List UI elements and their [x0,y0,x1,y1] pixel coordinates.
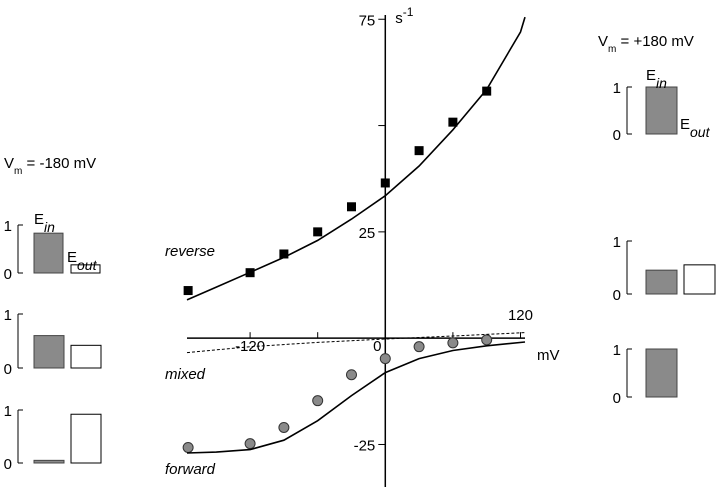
inset-tick-label: 1 [4,403,12,420]
inset-title: Vm = -180 mV [4,155,96,177]
bar [70,413,102,464]
x-tick-label: 120 [508,307,533,324]
bar-label: Ein [646,67,667,91]
inset-title-part: V [4,155,14,172]
inset-tick-label: 0 [613,390,621,407]
circle-point [244,438,256,450]
inset-title-part: m [608,44,616,55]
curve [186,16,526,301]
square-point [313,227,323,237]
inset-tick-label: 0 [4,456,12,473]
square-point [448,117,458,127]
bar [645,269,678,295]
bar-label-part: out [690,124,711,140]
inset-tick-label: 0 [613,287,621,304]
x-tick-label: 0 [373,338,381,355]
x-tick-label: -120 [235,338,265,355]
circle-point [413,341,425,353]
bar-label: Eout [67,249,98,273]
circle-point [182,441,194,453]
inset-title: Vm = +180 mV [598,33,694,55]
bar [33,459,65,464]
y-tick-label: 75 [359,12,376,29]
bar-label-part: out [77,257,98,273]
inset-tick-label: 1 [613,80,621,97]
bar-label-part: in [44,219,55,235]
y-tick-label: -25 [354,437,376,454]
square-point [346,202,356,212]
inset-tick-label: 1 [613,234,621,251]
inset-tick-label: 0 [4,266,12,283]
bar-label-part: E [646,67,656,84]
curve [186,332,526,354]
curve [186,341,526,454]
bar-label-part: E [680,116,690,133]
bar-label-part: in [656,75,667,91]
inset-title-part: m [14,166,22,177]
circle-point [278,421,290,433]
bar [645,348,678,398]
inset-tick-label: 1 [4,307,12,324]
square-point [380,178,390,188]
bar [683,264,716,295]
bar [70,264,101,274]
bar-label: Eout [680,116,711,140]
bar [33,232,64,274]
circle-point [312,395,324,407]
bar-label-part: E [34,211,44,228]
bar [70,344,102,369]
circle-point [345,369,357,381]
inset-tick-label: 0 [4,361,12,378]
y-axis-label: s-1 [395,5,413,27]
inset-tick-label: 0 [613,127,621,144]
curve-label: mixed [165,366,206,383]
circle-point [447,337,459,349]
x-axis-label: mV [537,347,560,364]
inset-title-part: = +180 mV [616,33,694,50]
bar-label: Ein [34,211,55,235]
square-point [414,146,424,156]
inset-title-part: V [598,33,608,50]
curve-label: forward [165,461,216,478]
y-axis-label-part: s [395,10,403,27]
y-tick-label: 25 [359,225,376,242]
circle-point [481,334,493,346]
bar [645,86,678,135]
bar [33,335,65,369]
y-axis-label-part: -1 [403,5,414,19]
inset-title-part: = -180 mV [22,155,96,172]
bar-label-part: E [67,249,77,266]
square-point [482,86,492,96]
curve-label: reverse [165,243,215,260]
square-point [183,286,193,296]
inset-tick-label: 1 [613,342,621,359]
inset-tick-label: 1 [4,218,12,235]
square-point [279,249,289,259]
circle-point [379,353,391,365]
